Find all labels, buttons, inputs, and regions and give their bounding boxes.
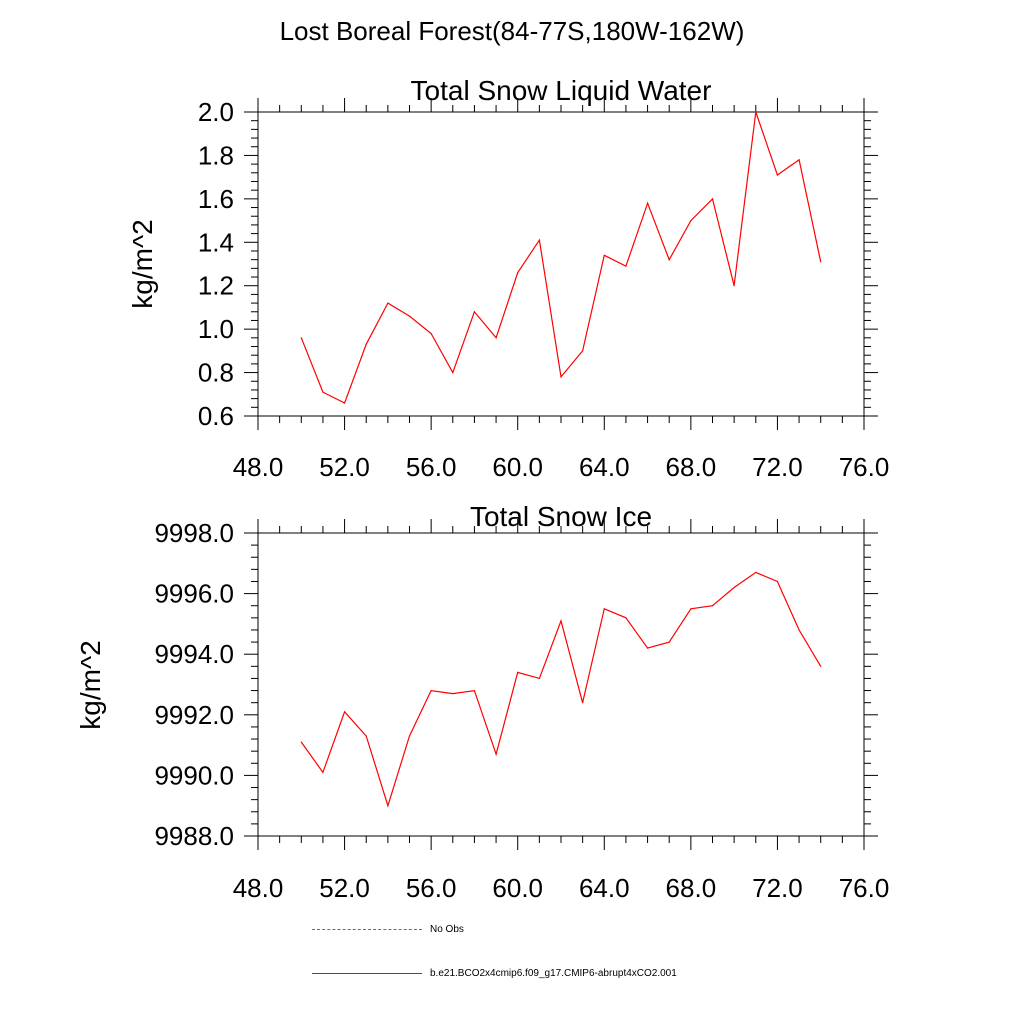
data-point xyxy=(408,315,411,317)
data-point xyxy=(776,174,779,176)
y-tick-label-9992-0: 9992.0 xyxy=(154,700,234,730)
data-point xyxy=(582,350,584,352)
x-tick-label-60-0: 60.0 xyxy=(492,873,543,903)
data-point xyxy=(711,198,714,200)
data-point xyxy=(408,735,411,737)
data-point xyxy=(603,254,605,256)
data-point xyxy=(668,259,670,261)
y-tick-label-9994-0: 9994.0 xyxy=(154,639,234,669)
x-tick-label-72-0: 72.0 xyxy=(752,873,803,903)
y-tick-label-1-8: 1.8 xyxy=(198,140,234,170)
data-point xyxy=(517,272,519,274)
data-point xyxy=(300,337,302,339)
plot-frame xyxy=(257,532,865,837)
data-point xyxy=(452,372,454,374)
y-tick-label-9990-0: 9990.0 xyxy=(154,760,234,790)
data-point xyxy=(603,608,605,610)
data-point xyxy=(755,111,757,113)
data-point xyxy=(322,771,324,774)
x-tick-label-56-0: 56.0 xyxy=(406,873,457,903)
panel-snow-liquid-water: Total Snow Liquid Water kg/m^2 48.0 52.0 56.… xyxy=(127,75,889,482)
data-point xyxy=(473,311,475,313)
data-point xyxy=(776,580,779,583)
data-point xyxy=(430,690,432,692)
data-point xyxy=(387,805,389,807)
data-point xyxy=(798,629,800,631)
data-point xyxy=(820,665,822,667)
data-point xyxy=(647,647,649,649)
data-point xyxy=(668,641,670,643)
y-tick-label-0-8: 0.8 xyxy=(198,358,234,388)
data-point xyxy=(625,617,627,619)
x-tick-label-68-0: 68.0 xyxy=(666,452,717,482)
x-tick-label-64-0: 64.0 xyxy=(579,873,630,903)
data-point xyxy=(755,571,757,574)
legend-label-no-obs: No Obs xyxy=(430,924,464,935)
data-point xyxy=(820,261,822,263)
data-point xyxy=(647,202,649,204)
data-point xyxy=(538,239,541,241)
x-tick-label-60-0: 60.0 xyxy=(492,452,543,482)
x-tick-label-68-0: 68.0 xyxy=(666,873,717,903)
x-tick-label-56-0: 56.0 xyxy=(406,452,457,482)
data-point xyxy=(495,337,497,339)
y-tick-label-1-4: 1.4 xyxy=(198,227,234,257)
panel-title: Total Snow Liquid Water xyxy=(411,75,712,106)
x-tick-label-52-0: 52.0 xyxy=(319,452,370,482)
y-tick-label-9996-0: 9996.0 xyxy=(154,579,234,609)
y-tick-label-2-0: 2.0 xyxy=(198,97,234,127)
data-point xyxy=(344,402,346,404)
data-point xyxy=(690,220,692,222)
data-point xyxy=(733,285,735,287)
legend-label-model-run: b.e21.BCO2x4cmip6.f09_g17.CMIP6-abrupt4x… xyxy=(430,968,677,979)
data-point xyxy=(582,702,584,704)
data-point xyxy=(430,332,432,335)
data-point xyxy=(560,376,562,378)
y-tick-label-1-0: 1.0 xyxy=(198,314,234,344)
legend-swatch-model-run xyxy=(312,973,422,974)
data-point xyxy=(344,711,346,713)
x-tick-label-72-0: 72.0 xyxy=(752,452,803,482)
x-tick-label-52-0: 52.0 xyxy=(319,873,370,903)
data-point xyxy=(711,605,714,607)
x-tick-label-48-0: 48.0 xyxy=(233,873,284,903)
data-point xyxy=(798,159,800,161)
x-tick-label-64-0: 64.0 xyxy=(579,452,630,482)
legend-swatch-no-obs xyxy=(312,929,422,930)
data-point xyxy=(452,693,454,695)
y-tick-label-1-6: 1.6 xyxy=(198,184,234,214)
data-point xyxy=(560,620,562,622)
series-line-0 xyxy=(300,111,822,404)
data-point xyxy=(365,343,367,345)
y-axis-label: kg/m^2 xyxy=(127,219,158,308)
y-tick-label-9998-0: 9998.0 xyxy=(154,518,234,548)
y-tick-label-1-2: 1.2 xyxy=(198,271,234,301)
data-point xyxy=(733,586,735,589)
x-tick-label-48-0: 48.0 xyxy=(233,452,284,482)
data-point xyxy=(300,741,302,743)
y-tick-label-0-6: 0.6 xyxy=(198,401,234,431)
data-point xyxy=(495,753,497,755)
x-tick-label-76-0: 76.0 xyxy=(839,452,890,482)
y-axis-label: kg/m^2 xyxy=(75,640,106,729)
data-point xyxy=(387,302,389,304)
y-tick-label-9988-0: 9988.0 xyxy=(154,821,234,851)
figure-title: Lost Boreal Forest(84-77S,180W-162W) xyxy=(279,16,745,46)
data-point xyxy=(322,391,324,393)
series-line-0 xyxy=(300,571,822,808)
data-point xyxy=(625,265,627,267)
data-point xyxy=(538,677,541,680)
data-point xyxy=(365,735,367,737)
data-point xyxy=(690,608,692,610)
data-point xyxy=(517,671,519,674)
data-point xyxy=(473,690,475,692)
plot-frame xyxy=(257,111,865,417)
x-tick-label-76-0: 76.0 xyxy=(839,873,890,903)
